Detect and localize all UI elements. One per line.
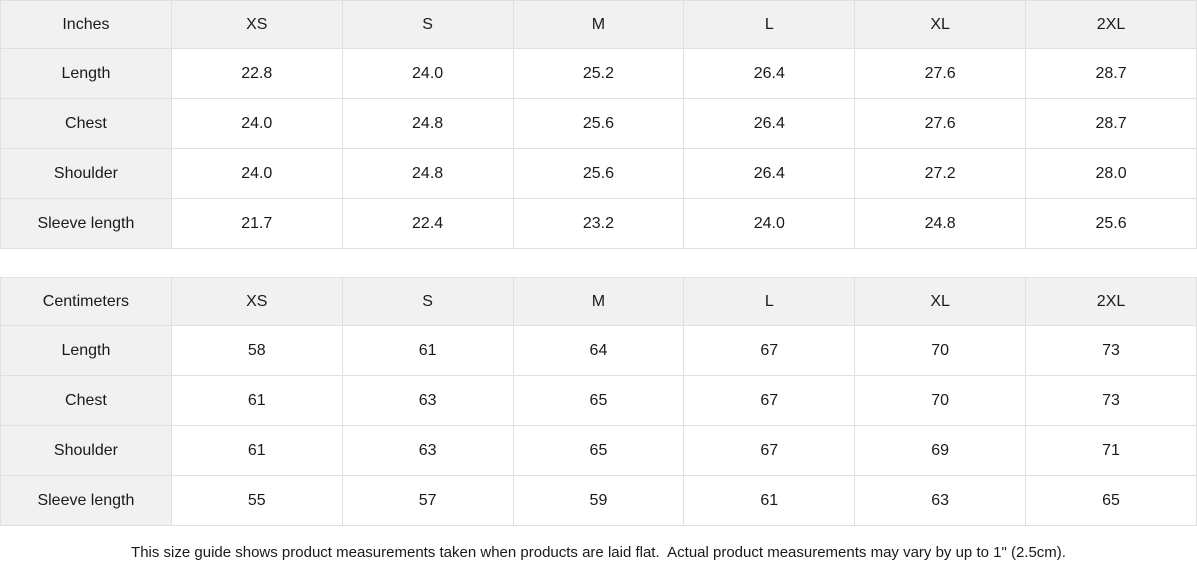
size-column-header: 2XL xyxy=(1025,277,1197,326)
size-column-header: XS xyxy=(170,0,343,49)
size-value-cell: 25.6 xyxy=(512,98,685,149)
size-value-cell: 63 xyxy=(341,375,514,426)
row-label-cell: Shoulder xyxy=(0,148,172,199)
size-column-header: M xyxy=(512,277,685,326)
size-value-cell: 22.8 xyxy=(170,48,343,99)
size-value-cell: 24.0 xyxy=(683,198,856,249)
size-column-header: S xyxy=(341,0,514,49)
size-value-cell: 61 xyxy=(683,475,856,526)
table-row: Sleeve length 21.7 22.4 23.2 24.0 24.8 25.6 xyxy=(0,198,1197,249)
section-spacer-row xyxy=(0,248,1197,278)
row-label-cell: Shoulder xyxy=(0,425,172,476)
size-value-cell: 24.0 xyxy=(170,98,343,149)
table-row: Sleeve length 55 57 59 61 63 65 xyxy=(0,475,1197,526)
size-column-header: L xyxy=(683,0,856,49)
size-column-header: XS xyxy=(170,277,343,326)
size-value-cell: 64 xyxy=(512,325,685,376)
size-value-cell: 28.0 xyxy=(1025,148,1197,199)
size-value-cell: 27.6 xyxy=(854,98,1027,149)
size-guide-table: Inches XS S M L XL 2XL Length 22.8 24.0 25.2 26.4 27… xyxy=(0,0,1197,526)
unit-label-cell: Inches xyxy=(0,0,172,49)
row-label-cell: Length xyxy=(0,325,172,376)
size-value-cell: 24.8 xyxy=(341,98,514,149)
table-row: Shoulder 61 63 65 67 69 71 xyxy=(0,425,1197,476)
table-row: Length 22.8 24.0 25.2 26.4 27.6 28.7 xyxy=(0,48,1197,99)
size-value-cell: 65 xyxy=(1025,475,1197,526)
size-value-cell: 58 xyxy=(170,325,343,376)
size-value-cell: 24.0 xyxy=(170,148,343,199)
size-value-cell: 71 xyxy=(1025,425,1197,476)
size-value-cell: 73 xyxy=(1025,375,1197,426)
size-column-header: XL xyxy=(854,0,1027,49)
size-value-cell: 24.0 xyxy=(341,48,514,99)
size-value-cell: 26.4 xyxy=(683,98,856,149)
size-value-cell: 28.7 xyxy=(1025,98,1197,149)
row-label-cell: Chest xyxy=(0,375,172,426)
size-value-cell: 63 xyxy=(854,475,1027,526)
size-value-cell: 67 xyxy=(683,325,856,376)
size-value-cell: 63 xyxy=(341,425,514,476)
size-value-cell: 61 xyxy=(170,425,343,476)
size-value-cell: 70 xyxy=(854,325,1027,376)
size-value-cell: 57 xyxy=(341,475,514,526)
size-column-header: 2XL xyxy=(1025,0,1197,49)
size-value-cell: 27.2 xyxy=(854,148,1027,199)
section-header-row: Centimeters XS S M L XL 2XL xyxy=(0,277,1197,326)
size-column-header: S xyxy=(341,277,514,326)
size-value-cell: 70 xyxy=(854,375,1027,426)
size-value-cell: 55 xyxy=(170,475,343,526)
unit-label-cell: Centimeters xyxy=(0,277,172,326)
row-label-cell: Sleeve length xyxy=(0,198,172,249)
section-spacer-cell xyxy=(0,248,1197,278)
row-label-cell: Length xyxy=(0,48,172,99)
size-value-cell: 25.6 xyxy=(1025,198,1197,249)
size-guide-table-body: Inches XS S M L XL 2XL Length 22.8 24.0 25.2 26.4 27… xyxy=(0,0,1197,526)
size-value-cell: 67 xyxy=(683,425,856,476)
size-column-header: L xyxy=(683,277,856,326)
size-value-cell: 67 xyxy=(683,375,856,426)
size-value-cell: 27.6 xyxy=(854,48,1027,99)
row-label-cell: Sleeve length xyxy=(0,475,172,526)
row-label-cell: Chest xyxy=(0,98,172,149)
size-value-cell: 73 xyxy=(1025,325,1197,376)
size-value-cell: 26.4 xyxy=(683,148,856,199)
size-value-cell: 61 xyxy=(341,325,514,376)
size-value-cell: 25.6 xyxy=(512,148,685,199)
table-row: Chest 24.0 24.8 25.6 26.4 27.6 28.7 xyxy=(0,98,1197,149)
section-header-row: Inches XS S M L XL 2XL xyxy=(0,0,1197,49)
size-value-cell: 25.2 xyxy=(512,48,685,99)
size-value-cell: 21.7 xyxy=(170,198,343,249)
size-column-header: M xyxy=(512,0,685,49)
size-value-cell: 59 xyxy=(512,475,685,526)
size-value-cell: 65 xyxy=(512,375,685,426)
size-guide-footnote: This size guide shows product measuremen… xyxy=(0,526,1197,578)
size-value-cell: 23.2 xyxy=(512,198,685,249)
size-column-header: XL xyxy=(854,277,1027,326)
size-value-cell: 22.4 xyxy=(341,198,514,249)
size-value-cell: 24.8 xyxy=(854,198,1027,249)
size-value-cell: 61 xyxy=(170,375,343,426)
size-value-cell: 26.4 xyxy=(683,48,856,99)
table-row: Shoulder 24.0 24.8 25.6 26.4 27.2 28.0 xyxy=(0,148,1197,199)
size-value-cell: 28.7 xyxy=(1025,48,1197,99)
table-row: Chest 61 63 65 67 70 73 xyxy=(0,375,1197,426)
table-row: Length 58 61 64 67 70 73 xyxy=(0,325,1197,376)
size-value-cell: 69 xyxy=(854,425,1027,476)
size-value-cell: 24.8 xyxy=(341,148,514,199)
size-value-cell: 65 xyxy=(512,425,685,476)
